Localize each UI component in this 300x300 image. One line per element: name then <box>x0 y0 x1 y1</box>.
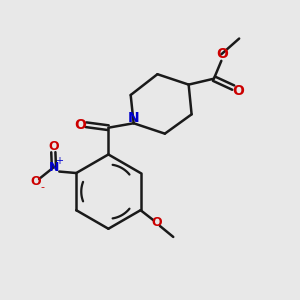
Text: O: O <box>152 216 162 229</box>
Text: N: N <box>49 160 59 174</box>
Text: N: N <box>128 111 140 125</box>
Text: O: O <box>216 47 228 61</box>
Text: +: + <box>55 156 63 166</box>
Text: O: O <box>31 176 41 188</box>
Text: O: O <box>232 84 244 98</box>
Text: O: O <box>48 140 58 153</box>
Text: O: O <box>74 118 86 132</box>
Text: -: - <box>40 182 45 192</box>
